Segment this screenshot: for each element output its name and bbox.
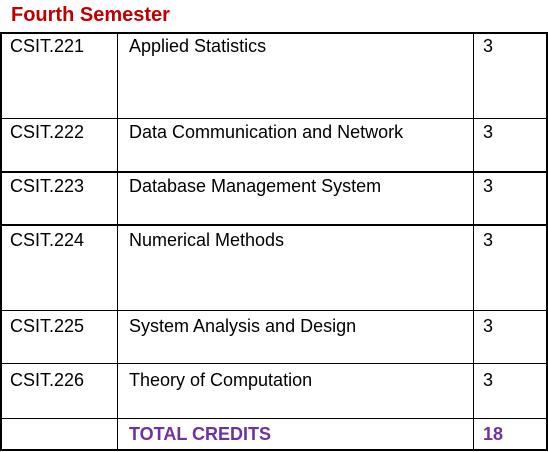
table-border [0, 449, 548, 451]
table-border [0, 32, 2, 451]
course-name: Theory of Computation [129, 370, 313, 390]
table-border [0, 310, 548, 311]
table-border [473, 32, 474, 451]
table-border [0, 363, 548, 364]
total-credits-label: TOTAL CREDITS [129, 424, 272, 444]
course-name: System Analysis and Design [129, 316, 357, 336]
course-name: Numerical Methods [129, 230, 285, 250]
course-credits: 3 [483, 230, 494, 250]
table-border [117, 32, 118, 451]
course-name: Applied Statistics [129, 36, 267, 56]
total-credits-value: 18 [483, 424, 504, 444]
course-name: Data Communication and Network [129, 122, 404, 142]
course-code: CSIT.222 [10, 122, 85, 142]
course-credits: 3 [483, 176, 494, 196]
course-code: CSIT.223 [10, 176, 85, 196]
course-credits: 3 [483, 122, 494, 142]
table-border [0, 171, 548, 173]
table-border [0, 418, 548, 419]
course-credits: 3 [483, 316, 494, 336]
table-border [0, 32, 548, 34]
course-credits: 3 [483, 370, 494, 390]
course-code: CSIT.221 [10, 36, 85, 56]
semester-title: Fourth Semester [11, 4, 170, 26]
course-code: CSIT.225 [10, 316, 85, 336]
course-name: Database Management System [129, 176, 382, 196]
table-border [0, 224, 548, 226]
course-credits: 3 [483, 36, 494, 56]
table-border [0, 118, 548, 119]
course-code: CSIT.224 [10, 230, 85, 250]
course-code: CSIT.226 [10, 370, 85, 390]
table-border [546, 32, 548, 451]
